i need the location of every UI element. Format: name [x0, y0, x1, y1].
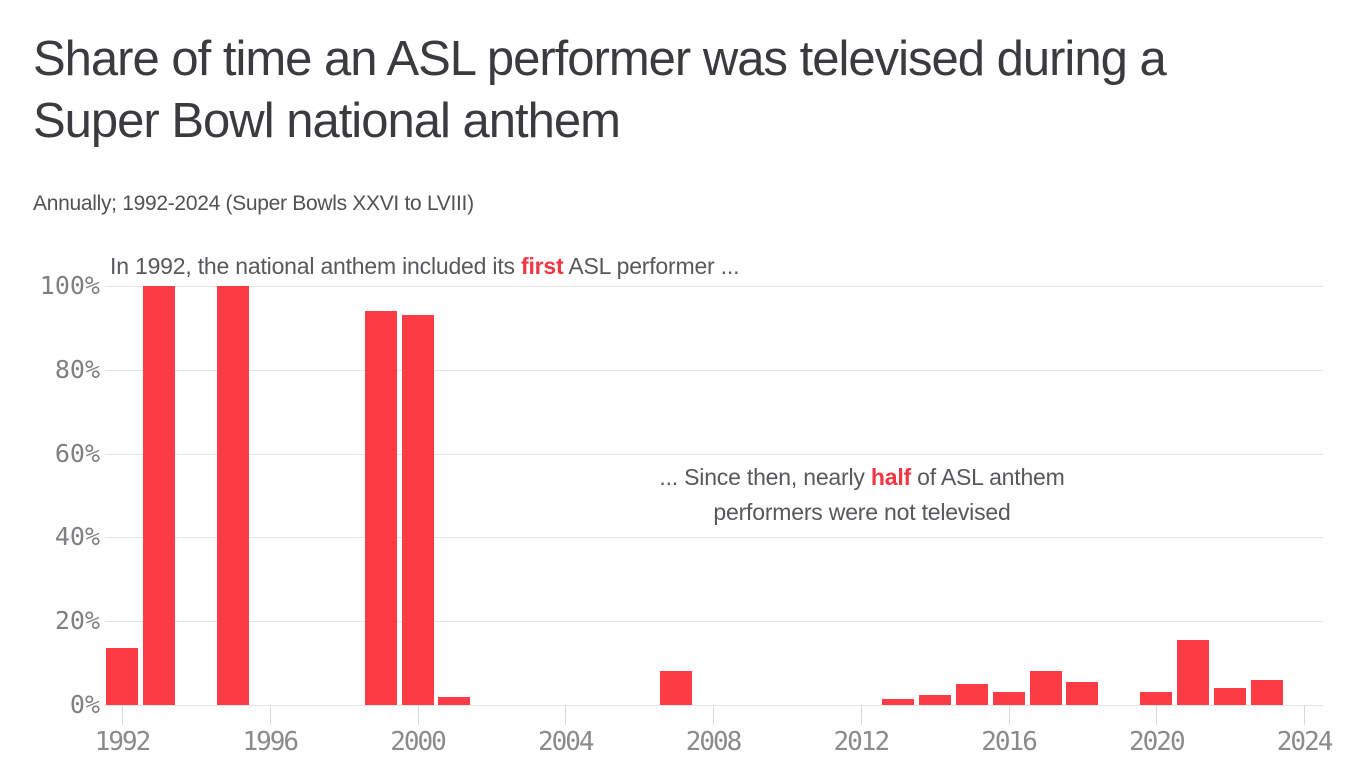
bar-2022: [1214, 688, 1247, 705]
page-title-line-1: Share of time an ASL performer was telev…: [33, 32, 1167, 86]
x-tick-2020: [1156, 705, 1158, 725]
x-tick-2000: [417, 705, 419, 725]
gridline-80pct: [105, 369, 1323, 371]
bar-2007: [660, 671, 693, 705]
bar-2020: [1140, 692, 1173, 705]
x-axis-label-2000: 2000: [390, 727, 447, 757]
page-title-line-2: Super Bowl national anthem: [33, 94, 621, 148]
x-tick-2016: [1008, 705, 1010, 725]
x-tick-2004: [565, 705, 567, 725]
bar-2014: [918, 694, 951, 705]
chart-subtitle: Annually; 1992-2024 (Super Bowls XXVI to…: [33, 192, 474, 215]
annotation-first-highlight: first: [521, 253, 564, 279]
bar-2001: [438, 696, 471, 705]
bar-2000: [401, 315, 434, 705]
x-tick-2008: [713, 705, 715, 725]
y-axis-label-40pct: 40%: [54, 522, 100, 552]
annotation-since-post: of ASL anthem: [910, 464, 1065, 490]
x-axis-label-1996: 1996: [242, 727, 299, 757]
bar-2021: [1177, 640, 1210, 705]
x-axis-label-1992: 1992: [94, 727, 152, 757]
bar-2018: [1066, 681, 1099, 705]
x-tick-2012: [860, 705, 862, 725]
bar-1995: [216, 286, 249, 705]
y-axis-label-60pct: 60%: [54, 438, 100, 468]
x-axis-label-2020: 2020: [1129, 727, 1186, 757]
x-axis-label-2004: 2004: [537, 727, 595, 757]
x-axis-label-2024: 2024: [1276, 727, 1334, 757]
annotation-first-asl-performer: In 1992, the national anthem included it…: [110, 253, 739, 280]
x-tick-1996: [269, 705, 271, 725]
bar-1999: [364, 311, 397, 705]
bar-1992: [106, 648, 138, 705]
bar-2015: [955, 684, 988, 705]
y-axis-label-20pct: 20%: [54, 606, 100, 636]
annotation-since-highlight: half: [870, 464, 911, 490]
annotation-not-televised: ... Since then, nearly half of ASL anthe…: [562, 460, 1162, 530]
page-title: Share of time an ASL performer was telev…: [33, 28, 1167, 152]
annotation-since-pre: ... Since then, nearly: [659, 464, 871, 490]
annotation-first-post: ASL performer ...: [563, 253, 740, 279]
bar-2017: [1029, 671, 1062, 705]
annotation-first-pre: In 1992, the national anthem included it…: [110, 253, 522, 279]
y-axis-label-0pct: 0%: [69, 689, 100, 719]
bar-2016: [992, 692, 1025, 705]
gridline-20pct: [105, 621, 1323, 623]
gridline-40pct: [105, 537, 1323, 539]
bar-2013: [881, 698, 914, 705]
x-axis-label-2008: 2008: [685, 727, 743, 757]
bar-2023: [1251, 679, 1284, 705]
x-tick-1992: [122, 705, 123, 725]
annotation-since-line2: performers were not televised: [713, 499, 1011, 525]
x-tick-2024: [1304, 705, 1306, 725]
gridline-100pct: [105, 286, 1323, 287]
x-axis-label-2012: 2012: [833, 727, 890, 757]
gridline-60pct: [105, 453, 1323, 455]
bar-1993: [142, 286, 175, 705]
y-axis-label-80pct: 80%: [54, 354, 100, 384]
y-axis-label-100pct: 100%: [39, 270, 100, 300]
x-axis-label-2016: 2016: [981, 727, 1038, 757]
